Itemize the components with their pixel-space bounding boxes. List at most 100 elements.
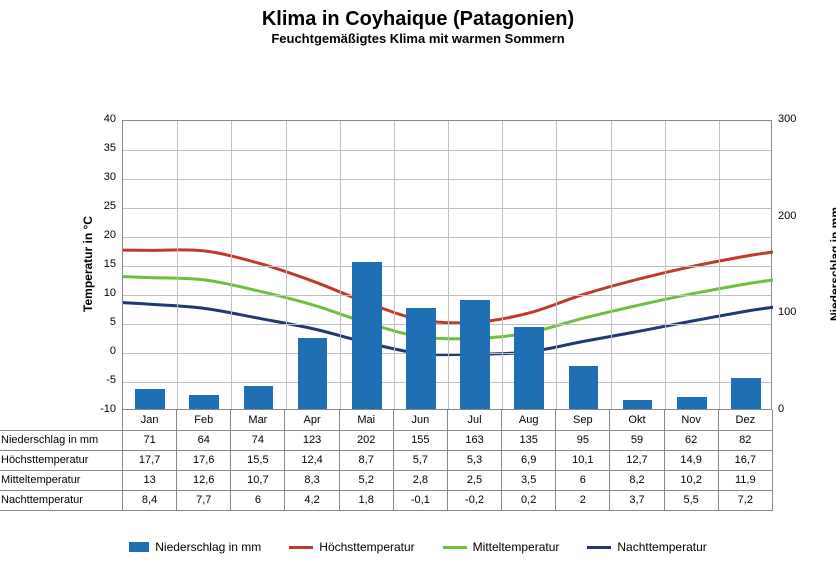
ytick-left: 35 (88, 142, 116, 154)
data-cell: 62 (664, 430, 718, 450)
data-cell: 16,7 (718, 450, 772, 470)
data-cell: 3,7 (610, 490, 664, 510)
legend-item: Mitteltemperatur (443, 540, 560, 554)
data-cell: 123 (285, 430, 339, 450)
data-cell: 95 (556, 430, 610, 450)
gridline (123, 179, 771, 180)
month-header: Dez (718, 410, 772, 430)
data-cell: 13 (123, 470, 177, 490)
month-header: Nov (664, 410, 718, 430)
data-cell: 10,1 (556, 450, 610, 470)
data-cell: 7,7 (177, 490, 231, 510)
data-cell: 71 (123, 430, 177, 450)
column-separator (394, 121, 395, 409)
gridline (123, 353, 771, 354)
gridline (123, 266, 771, 267)
data-cell: 17,7 (123, 450, 177, 470)
y-axis-right-label: Niederschlag in mm (828, 207, 836, 321)
column-separator (502, 121, 503, 409)
gridline (123, 382, 771, 383)
data-cell: 6,9 (502, 450, 556, 470)
data-cell: 15,5 (231, 450, 285, 470)
data-cell: 8,4 (123, 490, 177, 510)
ytick-right: 200 (778, 210, 810, 222)
month-header: Mai (339, 410, 393, 430)
data-cell: 14,9 (664, 450, 718, 470)
month-header: Sep (556, 410, 610, 430)
legend-swatch-line (587, 546, 611, 549)
legend-label: Niederschlag in mm (155, 540, 261, 554)
row-header: Höchsttemperatur (0, 450, 123, 470)
precip-bar (623, 400, 653, 409)
data-cell: 82 (718, 430, 772, 450)
ytick-left: 40 (88, 113, 116, 125)
precip-bar (135, 389, 165, 409)
data-cell: 3,5 (502, 470, 556, 490)
ytick-left: -5 (88, 374, 116, 386)
data-cell: 17,6 (177, 450, 231, 470)
row-header: Mitteltemperatur (0, 470, 123, 490)
data-cell: 10,7 (231, 470, 285, 490)
precip-bar (406, 308, 436, 410)
precip-bar (189, 395, 219, 409)
precip-bar (460, 300, 490, 409)
ytick-left: 15 (88, 258, 116, 270)
ytick-right: 300 (778, 113, 810, 125)
ytick-left: 10 (88, 287, 116, 299)
legend-swatch-line (443, 546, 467, 549)
precip-bar (244, 386, 274, 409)
precip-bar (352, 262, 382, 409)
ytick-left: 25 (88, 200, 116, 212)
chart-subtitle: Feuchtgemäßigtes Klima mit warmen Sommer… (12, 31, 824, 46)
ytick-left: 5 (88, 316, 116, 328)
row-header: Niederschlag in mm (0, 430, 123, 450)
data-cell: 2,5 (447, 470, 501, 490)
data-cell: 5,5 (664, 490, 718, 510)
data-cell: 202 (339, 430, 393, 450)
gridline (123, 324, 771, 325)
month-header: Feb (177, 410, 231, 430)
ytick-left: -10 (88, 403, 116, 415)
month-header: Jul (447, 410, 501, 430)
legend-item: Nachttemperatur (587, 540, 706, 554)
data-cell: 12,6 (177, 470, 231, 490)
precip-bar (514, 327, 544, 409)
data-cell: 1,8 (339, 490, 393, 510)
legend-label: Mitteltemperatur (473, 540, 560, 554)
chart-title: Klima in Coyhaique (Patagonien) (12, 8, 824, 31)
column-separator (231, 121, 232, 409)
column-separator (286, 121, 287, 409)
data-cell: -0,2 (447, 490, 501, 510)
column-separator (611, 121, 612, 409)
data-cell: 2,8 (393, 470, 447, 490)
data-table: JanFebMarAprMaiJunJulAugSepOktNovDezNied… (0, 410, 773, 511)
data-cell: 5,2 (339, 470, 393, 490)
legend-label: Nachttemperatur (617, 540, 706, 554)
gridline (123, 150, 771, 151)
data-cell: 59 (610, 430, 664, 450)
legend-swatch-line (289, 546, 313, 549)
data-cell: -0,1 (393, 490, 447, 510)
data-cell: 6 (231, 490, 285, 510)
data-cell: 64 (177, 430, 231, 450)
legend: Niederschlag in mmHöchsttemperaturMittel… (0, 540, 836, 554)
data-cell: 8,2 (610, 470, 664, 490)
row-header: Nachttemperatur (0, 490, 123, 510)
data-cell: 0,2 (502, 490, 556, 510)
month-header: Jan (123, 410, 177, 430)
ytick-right: 0 (778, 403, 810, 415)
data-cell: 163 (447, 430, 501, 450)
data-cell: 135 (502, 430, 556, 450)
data-cell: 4,2 (285, 490, 339, 510)
plot-region (122, 120, 772, 410)
gridline (123, 295, 771, 296)
column-separator (719, 121, 720, 409)
precip-bar (569, 366, 599, 410)
data-cell: 7,2 (718, 490, 772, 510)
gridline (123, 237, 771, 238)
data-cell: 8,3 (285, 470, 339, 490)
ytick-right: 100 (778, 306, 810, 318)
data-cell: 8,7 (339, 450, 393, 470)
legend-swatch-bar (129, 542, 149, 552)
month-header: Mar (231, 410, 285, 430)
